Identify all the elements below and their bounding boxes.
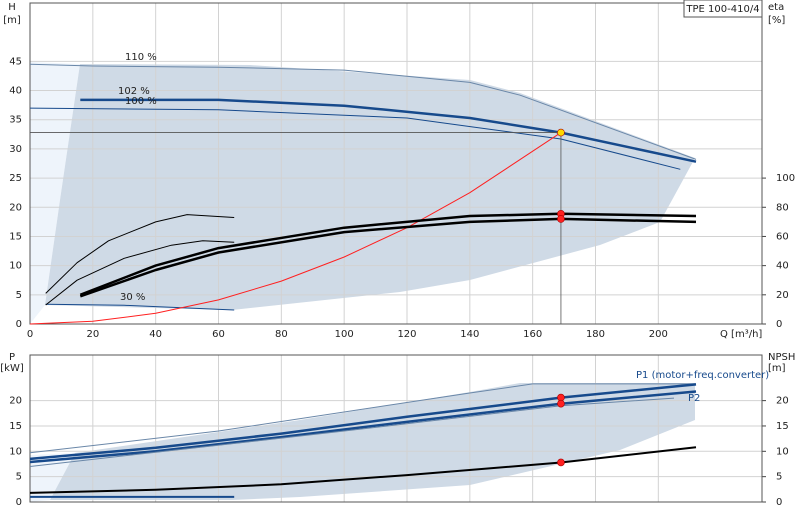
curve bbox=[29, 107, 681, 170]
y-tick-label: 40 bbox=[9, 86, 22, 97]
y2-tick-label: 100 bbox=[776, 173, 795, 184]
y-tick-label: 20 bbox=[9, 396, 22, 407]
x-tick-label: 200 bbox=[649, 329, 668, 340]
x-tick-label: 100 bbox=[335, 329, 354, 340]
curve bbox=[29, 383, 697, 461]
x-tick-label: 40 bbox=[149, 329, 162, 340]
y-tick-label: 10 bbox=[9, 446, 22, 457]
curve-label: P2 bbox=[688, 393, 700, 404]
y2-axis-unit: [%] bbox=[768, 15, 785, 26]
x-axis-label: Q [m³/h] bbox=[720, 329, 762, 340]
y2-tick-label: 0 bbox=[776, 319, 782, 330]
curve-label: 30 % bbox=[120, 292, 145, 303]
y-axis-unit: [kW] bbox=[0, 363, 24, 374]
y2-tick-label: 0 bbox=[776, 497, 782, 508]
curve-label: 102 % bbox=[118, 86, 150, 97]
x-tick-label: 180 bbox=[586, 329, 605, 340]
y-tick-label: 0 bbox=[16, 319, 22, 330]
y2-tick-label: 40 bbox=[776, 261, 789, 272]
curve bbox=[29, 63, 697, 160]
y-axis-unit: [m] bbox=[3, 15, 21, 26]
curve-label: P1 (motor+freq.converter) bbox=[636, 370, 769, 381]
y-tick-label: 10 bbox=[9, 261, 22, 272]
curve bbox=[45, 303, 235, 311]
x-tick-label: 20 bbox=[86, 329, 99, 340]
y-tick-label: 20 bbox=[9, 202, 22, 213]
legend-box bbox=[683, 0, 763, 18]
y-tick-label: 15 bbox=[9, 421, 22, 432]
x-tick-label: 160 bbox=[523, 329, 542, 340]
duty-point bbox=[557, 128, 565, 137]
curve bbox=[29, 132, 562, 325]
y-tick-label: 5 bbox=[16, 290, 22, 301]
x-tick-label: 0 bbox=[27, 329, 33, 340]
duty-point bbox=[557, 458, 565, 467]
y2-tick-label: 5 bbox=[776, 472, 782, 483]
duty-point bbox=[557, 215, 565, 223]
y2-tick-label: 80 bbox=[776, 202, 789, 213]
y2-axis-label: NPSH bbox=[768, 352, 795, 363]
y-tick-label: 5 bbox=[16, 472, 22, 483]
curve bbox=[29, 446, 697, 494]
y-tick-label: 25 bbox=[9, 173, 22, 184]
shade-light bbox=[30, 62, 80, 324]
y2-axis-unit: [m] bbox=[768, 363, 786, 374]
y2-axis-label: eta bbox=[768, 2, 784, 13]
x-tick-label: 120 bbox=[397, 329, 416, 340]
y2-tick-label: 20 bbox=[776, 396, 789, 407]
curve bbox=[29, 397, 675, 467]
curve bbox=[29, 390, 697, 464]
y-tick-label: 30 bbox=[9, 144, 22, 155]
curve bbox=[80, 98, 697, 163]
curve-label: 110 % bbox=[125, 52, 157, 63]
curve bbox=[29, 383, 696, 454]
y-tick-label: 45 bbox=[9, 56, 22, 67]
plot-frame bbox=[29, 2, 763, 325]
y-axis-label: H bbox=[8, 2, 16, 13]
y2-tick-label: 10 bbox=[776, 446, 789, 457]
y-tick-label: 35 bbox=[9, 115, 22, 126]
y-axis-label: P bbox=[9, 352, 15, 363]
curve bbox=[45, 214, 235, 294]
y2-tick-label: 20 bbox=[776, 290, 789, 301]
x-tick-label: 140 bbox=[460, 329, 479, 340]
y-tick-label: 0 bbox=[16, 497, 22, 508]
y-tick-label: 15 bbox=[9, 231, 22, 242]
curve-label: 100 % bbox=[125, 96, 157, 107]
x-tick-label: 80 bbox=[275, 329, 288, 340]
operating-range bbox=[50, 383, 695, 500]
y2-tick-label: 60 bbox=[776, 231, 789, 242]
legend-text: TPE 100-410/4 bbox=[685, 4, 759, 15]
x-tick-label: 60 bbox=[212, 329, 225, 340]
curve bbox=[45, 240, 235, 306]
duty-point bbox=[557, 399, 565, 408]
plot-frame bbox=[29, 354, 763, 503]
y2-tick-label: 15 bbox=[776, 421, 789, 432]
